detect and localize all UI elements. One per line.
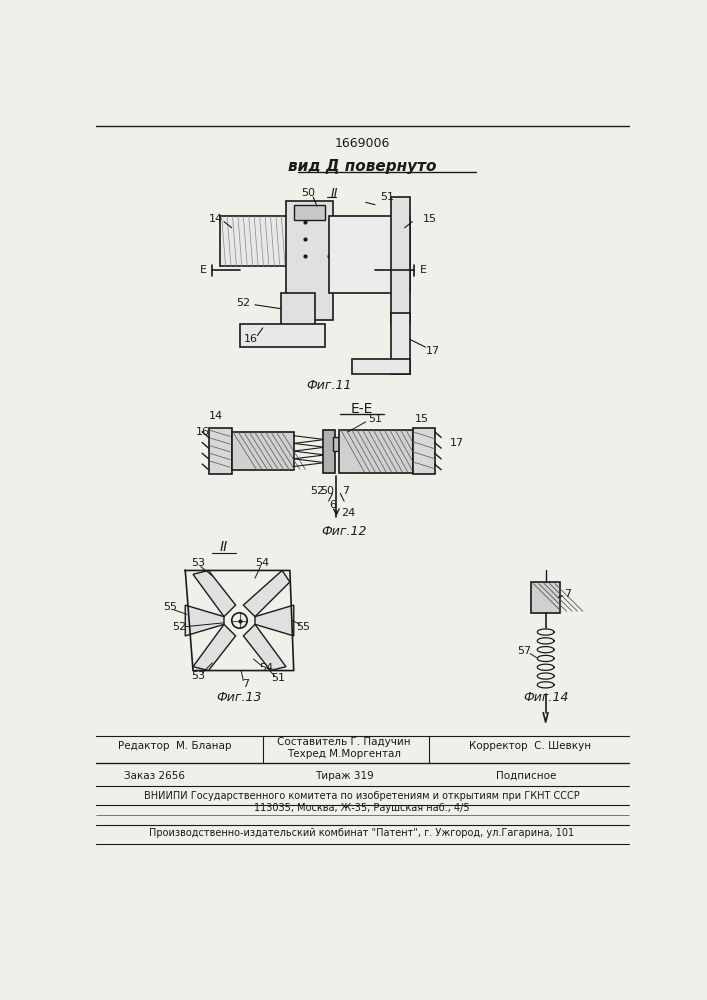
Text: Заказ 2656: Заказ 2656: [124, 771, 185, 781]
Polygon shape: [185, 605, 224, 636]
Bar: [209, 428, 232, 474]
Bar: [240, 324, 325, 347]
Text: Фиг.12: Фиг.12: [322, 525, 367, 538]
Text: E: E: [420, 265, 427, 275]
Text: 113035, Москва, Ж-35, Раушская наб., 4/5: 113035, Москва, Ж-35, Раушская наб., 4/5: [254, 803, 469, 813]
Text: 14: 14: [209, 411, 223, 421]
Text: 51: 51: [380, 192, 394, 202]
Bar: [391, 197, 410, 324]
Text: Техред М.Моргентал: Техред М.Моргентал: [287, 749, 401, 759]
Bar: [333, 437, 339, 451]
Text: вид Д повернуто: вид Д повернуто: [288, 159, 436, 174]
Bar: [232, 432, 293, 470]
Text: 53: 53: [192, 558, 206, 568]
Text: 16: 16: [244, 334, 258, 344]
Text: 7: 7: [342, 486, 349, 496]
Text: 54: 54: [259, 663, 274, 673]
Text: E: E: [199, 265, 206, 275]
Text: 52: 52: [310, 486, 324, 496]
Text: Подписное: Подписное: [496, 771, 556, 781]
Text: ВНИИПИ Государственного комитета по изобретениям и открытиям при ГКНТ СССР: ВНИИПИ Государственного комитета по изоб…: [144, 791, 580, 801]
Bar: [281, 293, 315, 328]
Polygon shape: [193, 624, 235, 671]
Text: Фиг.11: Фиг.11: [306, 379, 351, 392]
Text: 55: 55: [163, 602, 177, 612]
Text: Корректор  С. Шевкун: Корректор С. Шевкун: [469, 741, 591, 751]
Text: 15: 15: [414, 414, 428, 424]
Text: 50: 50: [320, 486, 334, 496]
Text: Фиг.14: Фиг.14: [523, 691, 568, 704]
Polygon shape: [193, 570, 235, 617]
Text: 14: 14: [209, 214, 223, 224]
Text: 54: 54: [256, 558, 270, 568]
Polygon shape: [243, 624, 286, 671]
Text: 50: 50: [300, 188, 315, 198]
Text: Тираж 319: Тираж 319: [315, 771, 373, 781]
Text: II: II: [331, 187, 339, 200]
Bar: [293, 205, 325, 220]
Bar: [391, 312, 410, 374]
Text: 57: 57: [517, 646, 531, 656]
Text: E-E: E-E: [351, 402, 373, 416]
Text: Составитель Г. Падучин: Составитель Г. Падучин: [277, 737, 411, 747]
Text: 7: 7: [563, 589, 571, 599]
Bar: [286, 201, 332, 320]
Text: 17: 17: [426, 346, 440, 356]
Text: 55: 55: [296, 622, 310, 632]
Bar: [339, 430, 413, 473]
Text: 7: 7: [242, 679, 250, 689]
Text: 16: 16: [196, 427, 210, 437]
Text: 52: 52: [236, 298, 250, 308]
Bar: [323, 430, 335, 473]
Text: 52: 52: [172, 622, 186, 632]
Text: 6: 6: [329, 500, 336, 510]
Polygon shape: [255, 605, 293, 636]
Text: 24: 24: [341, 508, 355, 518]
Bar: [329, 216, 410, 293]
Text: Фиг.13: Фиг.13: [217, 691, 262, 704]
Bar: [413, 428, 435, 474]
Text: Производственно-издательский комбинат "Патент", г. Ужгород, ул.Гагарина, 101: Производственно-издательский комбинат "П…: [149, 828, 575, 838]
Text: Редактор  М. Бланар: Редактор М. Бланар: [119, 741, 232, 751]
Text: 51: 51: [271, 673, 285, 683]
Text: 1669006: 1669006: [334, 137, 390, 150]
Bar: [352, 359, 410, 374]
Polygon shape: [243, 570, 290, 617]
Text: 17: 17: [450, 438, 464, 448]
Bar: [531, 582, 561, 613]
Bar: [220, 216, 290, 266]
Text: 15: 15: [422, 214, 436, 224]
Text: 53: 53: [192, 671, 206, 681]
Text: II: II: [220, 540, 228, 554]
Text: 51: 51: [368, 414, 382, 424]
